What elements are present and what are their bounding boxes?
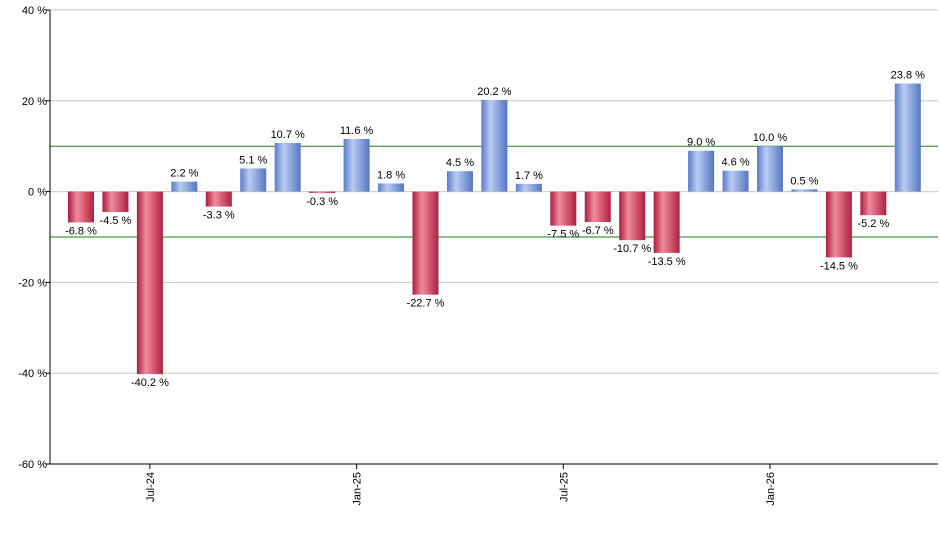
bar-value-label: 4.5 % bbox=[446, 157, 474, 169]
bar-value-label: -13.5 % bbox=[648, 256, 686, 268]
bar-value-label: 2.2 % bbox=[170, 168, 198, 180]
x-tick-label: Jul-25 bbox=[558, 472, 570, 502]
bar-value-label: 1.8 % bbox=[377, 169, 405, 181]
bar bbox=[688, 150, 715, 192]
bar bbox=[481, 99, 508, 192]
bar-value-label: -7.5 % bbox=[547, 229, 579, 241]
bar-value-label: 5.1 % bbox=[239, 154, 267, 166]
bar bbox=[274, 143, 301, 192]
bar-value-label: 23.8 % bbox=[891, 70, 925, 82]
bar-value-label: 10.7 % bbox=[271, 129, 305, 141]
bar bbox=[550, 191, 577, 226]
bar-value-label: -22.7 % bbox=[407, 298, 445, 310]
axes: 40 % 20 % 0 % -20 % -40 % -60 % Jul-24 Jan-25 Ju… bbox=[18, 5, 938, 506]
bar-value-label: -10.7 % bbox=[613, 243, 651, 255]
y-tick-label: 20 % bbox=[22, 96, 47, 108]
bar-value-label: 11.6 % bbox=[340, 125, 374, 137]
bar-value-label: -5.2 % bbox=[857, 218, 889, 230]
y-tick-label: 40 % bbox=[22, 5, 47, 17]
x-tick-label: Jan-25 bbox=[352, 472, 364, 506]
y-tick-label: 0 % bbox=[28, 187, 47, 199]
bar-value-label: -3.3 % bbox=[203, 210, 235, 222]
bar bbox=[136, 191, 163, 375]
bar bbox=[102, 191, 129, 213]
bar bbox=[378, 183, 405, 192]
bar bbox=[205, 191, 232, 207]
bar bbox=[68, 191, 94, 223]
bar bbox=[343, 138, 370, 192]
bar bbox=[515, 183, 542, 192]
bars bbox=[68, 83, 921, 375]
bar-value-label: 10.0 % bbox=[753, 132, 787, 144]
x-tick-label: Jul-24 bbox=[145, 472, 157, 502]
x-tick-label: Jan-26 bbox=[765, 472, 777, 506]
bar bbox=[825, 191, 852, 258]
bar-value-label: 1.7 % bbox=[515, 170, 543, 182]
bar bbox=[446, 171, 473, 192]
bar bbox=[171, 181, 198, 192]
bar-value-label: 9.0 % bbox=[687, 137, 715, 149]
bar bbox=[412, 191, 439, 295]
bar-value-label: 20.2 % bbox=[477, 86, 511, 98]
bar-value-label: -4.5 % bbox=[100, 215, 132, 227]
data-labels: -6.8 %-4.5 % -40.2 % 2.2 % -3.3 % 5.1 % 10.7 … bbox=[65, 70, 925, 390]
bar bbox=[584, 191, 611, 223]
y-tick-label: -60 % bbox=[18, 459, 47, 471]
bar bbox=[653, 191, 680, 253]
bar bbox=[791, 189, 818, 192]
bar-value-label: 0.5 % bbox=[790, 175, 818, 187]
bar bbox=[894, 83, 921, 192]
bar-value-label: -0.3 % bbox=[306, 196, 338, 208]
bar bbox=[757, 146, 783, 192]
y-tick-label: -40 % bbox=[18, 368, 47, 380]
bar bbox=[860, 191, 887, 216]
bar bbox=[619, 191, 646, 241]
bar bbox=[722, 170, 749, 192]
bar-value-label: 4.6 % bbox=[721, 157, 749, 169]
bar-value-label: -6.8 % bbox=[65, 225, 97, 237]
bar bbox=[309, 191, 336, 193]
bar-value-label: -40.2 % bbox=[131, 377, 169, 389]
bar-value-label: -6.7 % bbox=[582, 225, 614, 237]
y-tick-label: -20 % bbox=[18, 277, 47, 289]
bar bbox=[240, 168, 267, 192]
bar-value-label: -14.5 % bbox=[820, 260, 858, 272]
